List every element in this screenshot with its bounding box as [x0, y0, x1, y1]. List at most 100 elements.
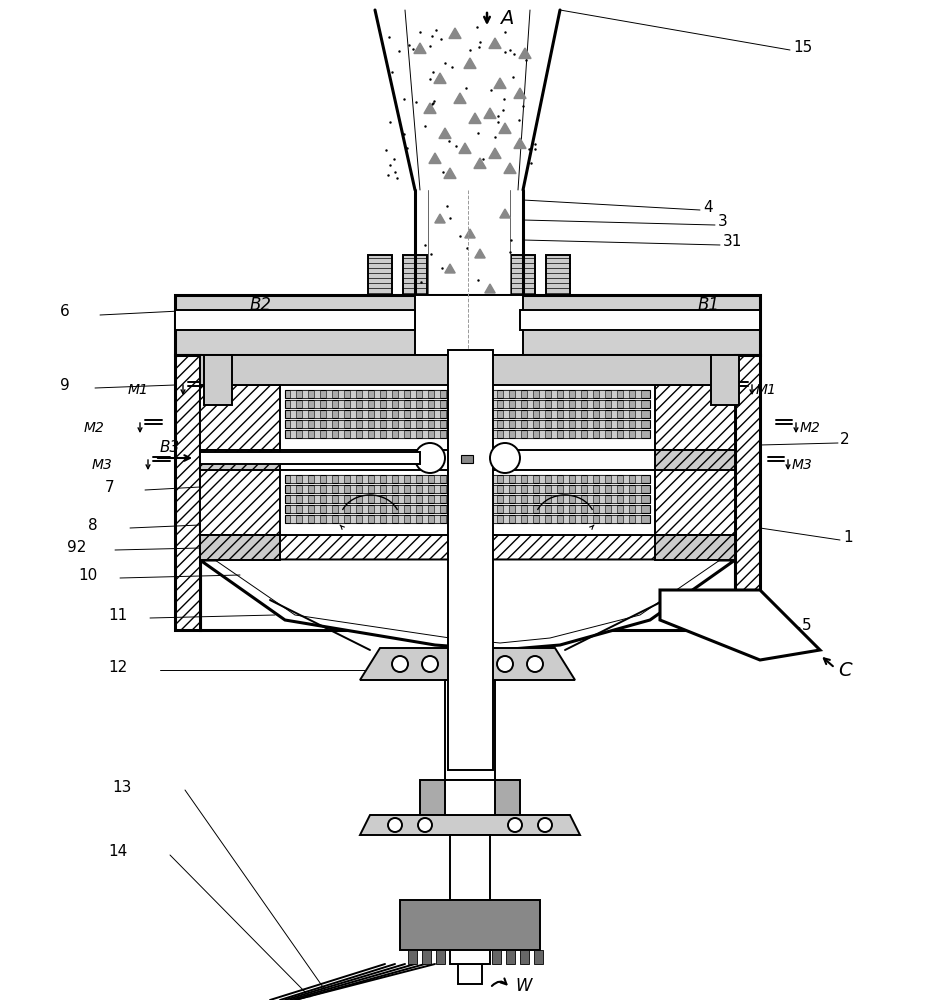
Bar — [362, 400, 368, 408]
Bar — [285, 420, 490, 428]
Bar — [290, 430, 296, 438]
Bar — [285, 475, 490, 483]
Bar — [446, 485, 452, 493]
Bar — [503, 515, 509, 523]
Bar — [599, 390, 605, 398]
Text: 8: 8 — [88, 518, 97, 532]
Bar — [551, 495, 557, 503]
Bar — [458, 505, 464, 513]
Bar — [551, 430, 557, 438]
Bar — [623, 410, 629, 418]
Bar — [326, 400, 332, 408]
Text: 2: 2 — [840, 432, 850, 448]
Bar — [587, 390, 593, 398]
Circle shape — [497, 656, 513, 672]
Bar — [422, 515, 428, 523]
Bar — [200, 452, 420, 464]
Bar — [362, 475, 368, 483]
Text: M2: M2 — [800, 421, 821, 435]
Bar — [635, 410, 641, 418]
Bar — [467, 475, 473, 483]
Bar — [527, 390, 533, 398]
Bar — [467, 410, 473, 418]
Bar — [479, 475, 485, 483]
Text: 14: 14 — [108, 844, 127, 859]
Bar — [314, 410, 320, 418]
Polygon shape — [215, 560, 720, 643]
Bar — [575, 430, 581, 438]
Bar — [450, 410, 650, 418]
Bar — [326, 420, 332, 428]
Bar — [415, 295, 523, 355]
Bar — [285, 390, 490, 398]
Bar — [398, 475, 404, 483]
Bar — [398, 430, 404, 438]
Text: 31: 31 — [723, 234, 742, 249]
Bar — [458, 400, 464, 408]
Text: M3: M3 — [792, 458, 812, 472]
Polygon shape — [360, 648, 575, 680]
Bar — [338, 475, 344, 483]
Bar — [458, 420, 464, 428]
Bar — [470, 505, 476, 513]
Bar — [326, 475, 332, 483]
Bar — [611, 505, 617, 513]
Bar — [539, 475, 545, 483]
Text: W: W — [515, 977, 532, 995]
Bar — [575, 505, 581, 513]
Bar — [326, 505, 332, 513]
Text: 13: 13 — [112, 780, 131, 794]
Bar — [458, 475, 464, 483]
Bar — [539, 420, 545, 428]
Bar — [492, 950, 501, 964]
Circle shape — [490, 443, 520, 473]
Bar — [551, 410, 557, 418]
Bar — [479, 410, 485, 418]
Bar — [470, 495, 476, 503]
Bar — [539, 390, 545, 398]
Bar — [314, 420, 320, 428]
Bar — [434, 390, 440, 398]
Bar — [503, 485, 509, 493]
Bar — [635, 430, 641, 438]
Bar — [587, 400, 593, 408]
Bar — [482, 475, 488, 483]
Bar — [374, 475, 380, 483]
Bar — [434, 495, 440, 503]
Bar — [527, 430, 533, 438]
Bar — [446, 410, 452, 418]
Bar — [458, 964, 482, 984]
Bar — [563, 430, 569, 438]
Bar — [455, 410, 461, 418]
Bar — [482, 420, 488, 428]
Bar — [479, 420, 485, 428]
Bar — [398, 400, 404, 408]
Bar — [408, 950, 417, 964]
Bar — [479, 390, 485, 398]
Bar — [434, 430, 440, 438]
Bar — [398, 505, 404, 513]
Text: B3: B3 — [160, 440, 181, 456]
Bar — [482, 515, 488, 523]
Bar — [422, 505, 428, 513]
Bar — [635, 485, 641, 493]
Bar — [482, 495, 488, 503]
Bar — [599, 430, 605, 438]
Bar — [539, 485, 545, 493]
Bar — [410, 505, 416, 513]
Bar — [599, 400, 605, 408]
Bar — [527, 400, 533, 408]
Circle shape — [418, 818, 432, 832]
Text: 10: 10 — [78, 568, 97, 582]
Bar — [338, 410, 344, 418]
Bar — [482, 390, 488, 398]
Bar — [314, 430, 320, 438]
Bar — [563, 485, 569, 493]
Bar — [479, 515, 485, 523]
Bar — [422, 420, 428, 428]
Bar — [374, 390, 380, 398]
Bar — [200, 450, 735, 470]
Bar — [527, 420, 533, 428]
Bar — [290, 495, 296, 503]
Bar — [436, 950, 445, 964]
